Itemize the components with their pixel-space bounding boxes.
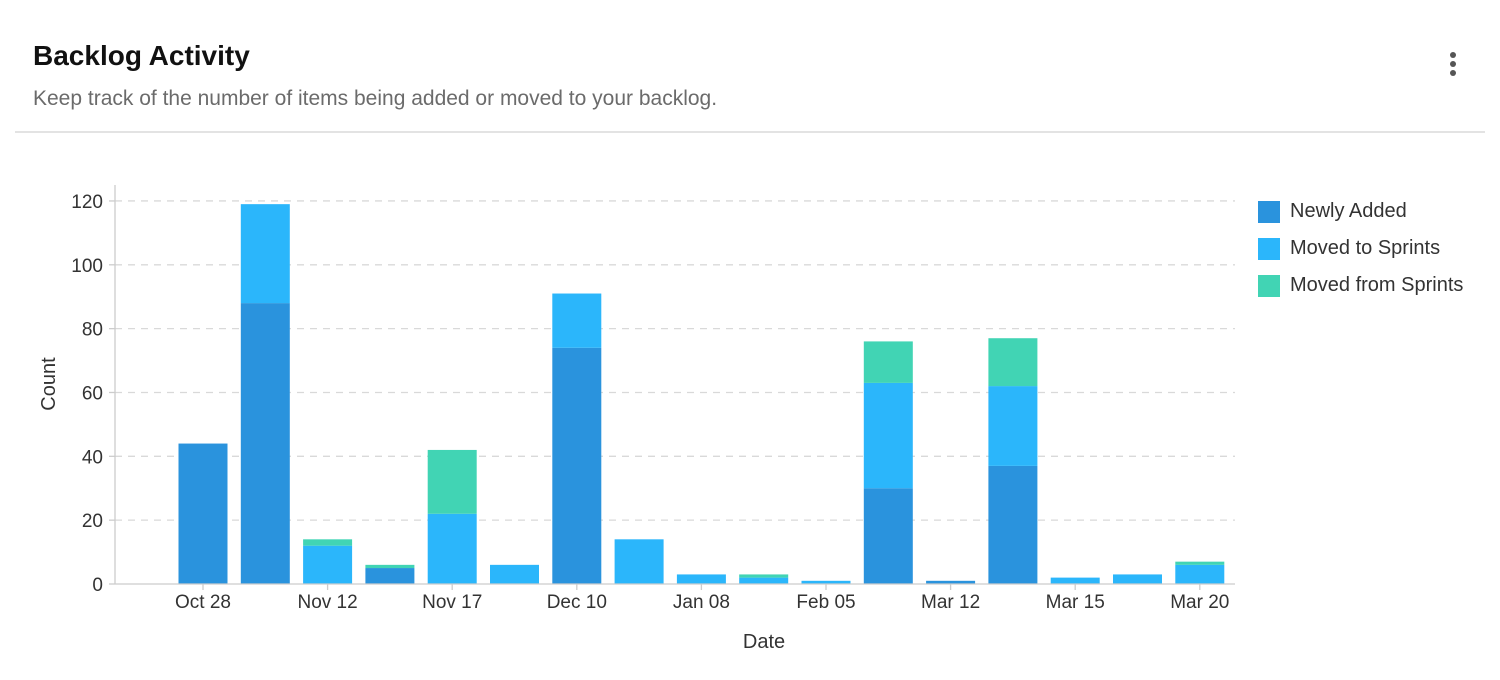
card-header: Backlog Activity Keep track of the numbe… — [0, 0, 1500, 133]
bar-segment-moved-from-sprints — [739, 574, 789, 578]
legend-label: Moved from Sprints — [1290, 274, 1464, 296]
y-tick-label: 100 — [71, 256, 103, 277]
y-tick-label: 120 — [71, 192, 103, 213]
x-tick-label: Nov 12 — [297, 592, 357, 613]
bar-segment-newly-added — [926, 580, 976, 584]
bar-segment-moved-to-sprints — [552, 293, 602, 348]
x-axis-label: Date — [743, 631, 785, 653]
bar-segment-moved-from-sprints — [988, 338, 1038, 387]
chart-title: Backlog Activity — [33, 40, 250, 71]
bar-segment-moved-to-sprints — [988, 386, 1038, 466]
x-tick-label: Dec 10 — [547, 592, 607, 613]
y-tick-label: 0 — [92, 575, 103, 596]
x-tick-label: Nov 17 — [422, 592, 482, 613]
legend-label: Newly Added — [1290, 200, 1407, 222]
y-tick-label: 40 — [82, 447, 103, 468]
legend-swatch — [1258, 274, 1280, 297]
x-tick-label: Feb 05 — [796, 592, 855, 613]
x-tick-label: Mar 12 — [921, 592, 980, 613]
chart-subtitle: Keep track of the number of items being … — [33, 87, 718, 110]
bar-segment-moved-to-sprints — [614, 539, 664, 584]
axes: 0 20 40 60 80 100 120 Oct 28 Nov 12 Nov 17 Dec 10 J… — [71, 185, 1235, 613]
legend-item-moved-to-sprints[interactable]: Moved to Sprints — [1258, 230, 1498, 267]
bar-segment-moved-to-sprints — [427, 513, 477, 584]
more-vertical-icon[interactable] — [1438, 48, 1468, 80]
bar-segment-moved-to-sprints — [1050, 577, 1100, 584]
bar-segment-newly-added — [178, 443, 228, 584]
bar-segment-newly-added — [365, 568, 415, 584]
legend-item-newly-added[interactable]: Newly Added — [1258, 193, 1498, 230]
bar-segment-moved-from-sprints — [427, 449, 477, 514]
legend-label: Moved to Sprints — [1290, 237, 1441, 259]
bar-segment-moved-to-sprints — [490, 564, 539, 584]
bar-segment-moved-to-sprints — [1113, 574, 1162, 584]
grid-lines — [115, 200, 1235, 521]
bar-segment-moved-from-sprints — [303, 539, 353, 546]
y-axis-label: Count — [38, 357, 60, 411]
legend-swatch — [1258, 200, 1280, 223]
bar-segment-newly-added — [552, 347, 602, 584]
menu-dot — [1450, 70, 1456, 76]
menu-dot — [1450, 52, 1456, 58]
y-tick-label: 80 — [82, 320, 103, 341]
bar-segment-moved-from-sprints — [863, 341, 913, 383]
bar-segment-moved-to-sprints — [676, 574, 726, 584]
x-tick-label: Mar 20 — [1170, 592, 1229, 613]
legend-swatch — [1258, 237, 1280, 260]
bar-segment-newly-added — [863, 488, 913, 584]
x-tick-label: Jan 08 — [673, 592, 730, 613]
legend: Newly Added Moved to Sprints Moved from … — [1258, 193, 1498, 304]
y-tick-label: 60 — [82, 383, 103, 404]
x-tick-label: Oct 28 — [175, 592, 231, 613]
bar-segment-moved-to-sprints — [863, 382, 913, 489]
x-tick-label: Mar 15 — [1046, 592, 1105, 613]
bar-segment-moved-to-sprints — [801, 580, 851, 584]
legend-item-moved-from-sprints[interactable]: Moved from Sprints — [1258, 267, 1498, 304]
bar-segment-moved-to-sprints — [240, 204, 290, 304]
bar-segment-moved-from-sprints — [1175, 561, 1225, 565]
bar-segment-moved-to-sprints — [739, 577, 789, 584]
bars — [178, 204, 1225, 584]
bar-segment-moved-from-sprints — [365, 564, 415, 569]
menu-dot — [1450, 61, 1456, 67]
bar-segment-moved-to-sprints — [1175, 564, 1225, 584]
y-tick-label: 20 — [82, 511, 103, 532]
header-divider — [15, 131, 1485, 133]
bar-segment-newly-added — [240, 303, 290, 584]
bar-segment-newly-added — [988, 465, 1038, 584]
bar-segment-moved-to-sprints — [303, 545, 353, 584]
